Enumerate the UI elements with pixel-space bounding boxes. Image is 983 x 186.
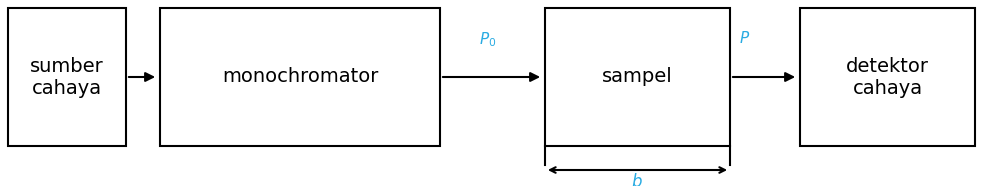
Bar: [8, 8, 126, 146]
Text: detektor
cahaya: detektor cahaya: [846, 57, 929, 97]
Text: $P$: $P$: [739, 30, 751, 46]
Bar: [545, 8, 730, 146]
Bar: [160, 8, 440, 146]
Text: $P_0$: $P_0$: [480, 30, 496, 49]
Bar: [800, 8, 975, 146]
Text: $b$: $b$: [631, 173, 643, 186]
Text: sumber
cahaya: sumber cahaya: [30, 57, 104, 97]
Text: monochromator: monochromator: [222, 68, 378, 86]
Text: sampel: sampel: [603, 68, 673, 86]
